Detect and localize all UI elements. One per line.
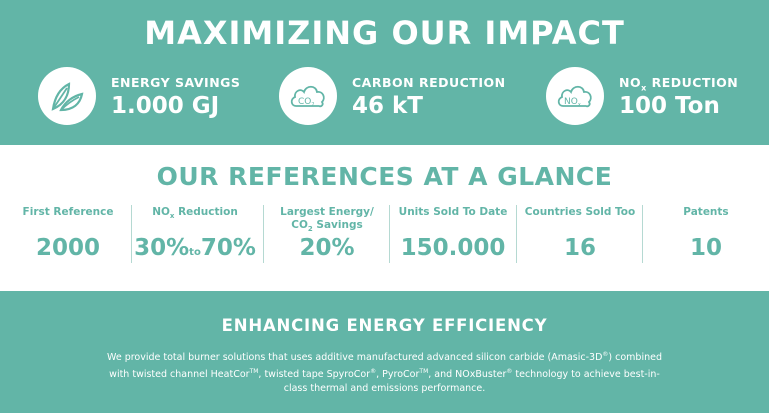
nox-cloud-icon: NOx [546,67,604,125]
carbon-reduction-label: CARBON REDUCTION [352,75,506,90]
ref-header: First Reference [22,206,114,218]
ref-header: NOx Reduction [152,206,238,221]
ref-value: 30%to70% [134,235,256,261]
ref-value: 16 [563,235,596,261]
efficiency-section: ENHANCING ENERGY EFFICIENCY We provide t… [0,291,769,413]
ref-value: 20% [299,235,355,261]
nox-reduction-value: 100 Ton [619,93,720,119]
ref-first-reference: First Reference 2000 [5,205,131,263]
ref-largest-savings: Largest Energy/CO2 Savings 20% [263,205,390,263]
ref-header: Units Sold To Date [398,206,508,218]
svg-text:NOx: NOx [564,97,581,108]
co2-icon-sub: 2 [311,102,314,108]
ref-value: 10 [689,235,722,261]
co2-cloud-icon: CO2 [279,67,337,125]
energy-savings-label: ENERGY SAVINGS [111,75,241,90]
impact-title: MAXIMIZING OUR IMPACT [144,14,625,52]
nox-icon-text: NO [564,97,578,107]
efficiency-title: ENHANCING ENERGY EFFICIENCY [221,316,548,335]
references-section: OUR REFERENCES AT A GLANCE First Referen… [0,145,769,291]
leaf-icon [38,67,96,125]
efficiency-description: We provide total burner solutions that u… [107,351,662,395]
ref-units-sold: Units Sold To Date 150.000 [389,205,516,263]
ref-nox-reduction: NOx Reduction 30%to70% [131,205,258,263]
ref-patents: Patents 10 [642,205,769,263]
ref-value: 2000 [35,235,100,261]
carbon-reduction-value: 46 kT [352,93,423,119]
ref-header: Countries Sold Too [524,206,636,218]
co2-icon-text: CO [298,97,311,107]
ref-countries-sold: Countries Sold Too 16 [516,205,643,263]
nox-reduction-label: NOx REDUCTION [619,75,739,93]
nox-icon-sub: x [578,102,581,108]
references-title: OUR REFERENCES AT A GLANCE [156,162,613,191]
ref-value: 150.000 [400,235,506,261]
ref-header: Patents [683,206,729,218]
svg-text:CO2: CO2 [298,97,315,108]
ref-header: Largest Energy/CO2 Savings [280,206,374,234]
impact-section: MAXIMIZING OUR IMPACT ENERGY SAVINGS 1.0… [0,0,769,145]
energy-savings-value: 1.000 GJ [111,93,220,119]
